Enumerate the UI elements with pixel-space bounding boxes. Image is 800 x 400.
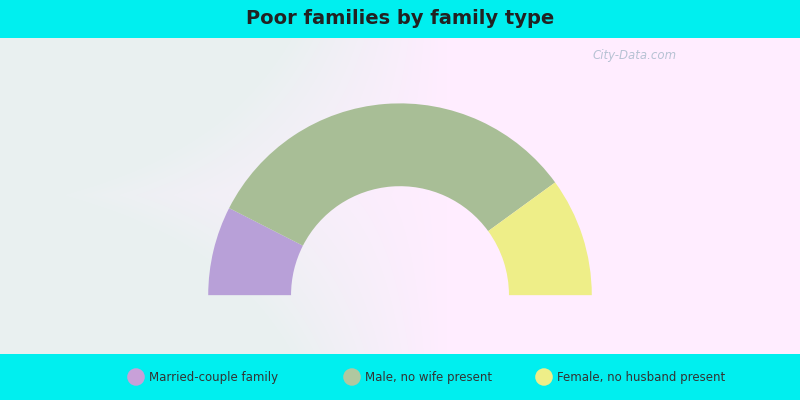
Text: Married-couple family: Married-couple family — [149, 370, 278, 384]
Ellipse shape — [343, 368, 361, 386]
Text: Poor families by family type: Poor families by family type — [246, 10, 554, 28]
Wedge shape — [229, 103, 555, 246]
Ellipse shape — [127, 368, 145, 386]
Text: City-Data.com: City-Data.com — [593, 49, 677, 62]
Text: Female, no husband present: Female, no husband present — [557, 370, 725, 384]
Wedge shape — [488, 182, 592, 295]
Wedge shape — [208, 208, 303, 295]
Ellipse shape — [535, 368, 553, 386]
Text: Male, no wife present: Male, no wife present — [365, 370, 492, 384]
